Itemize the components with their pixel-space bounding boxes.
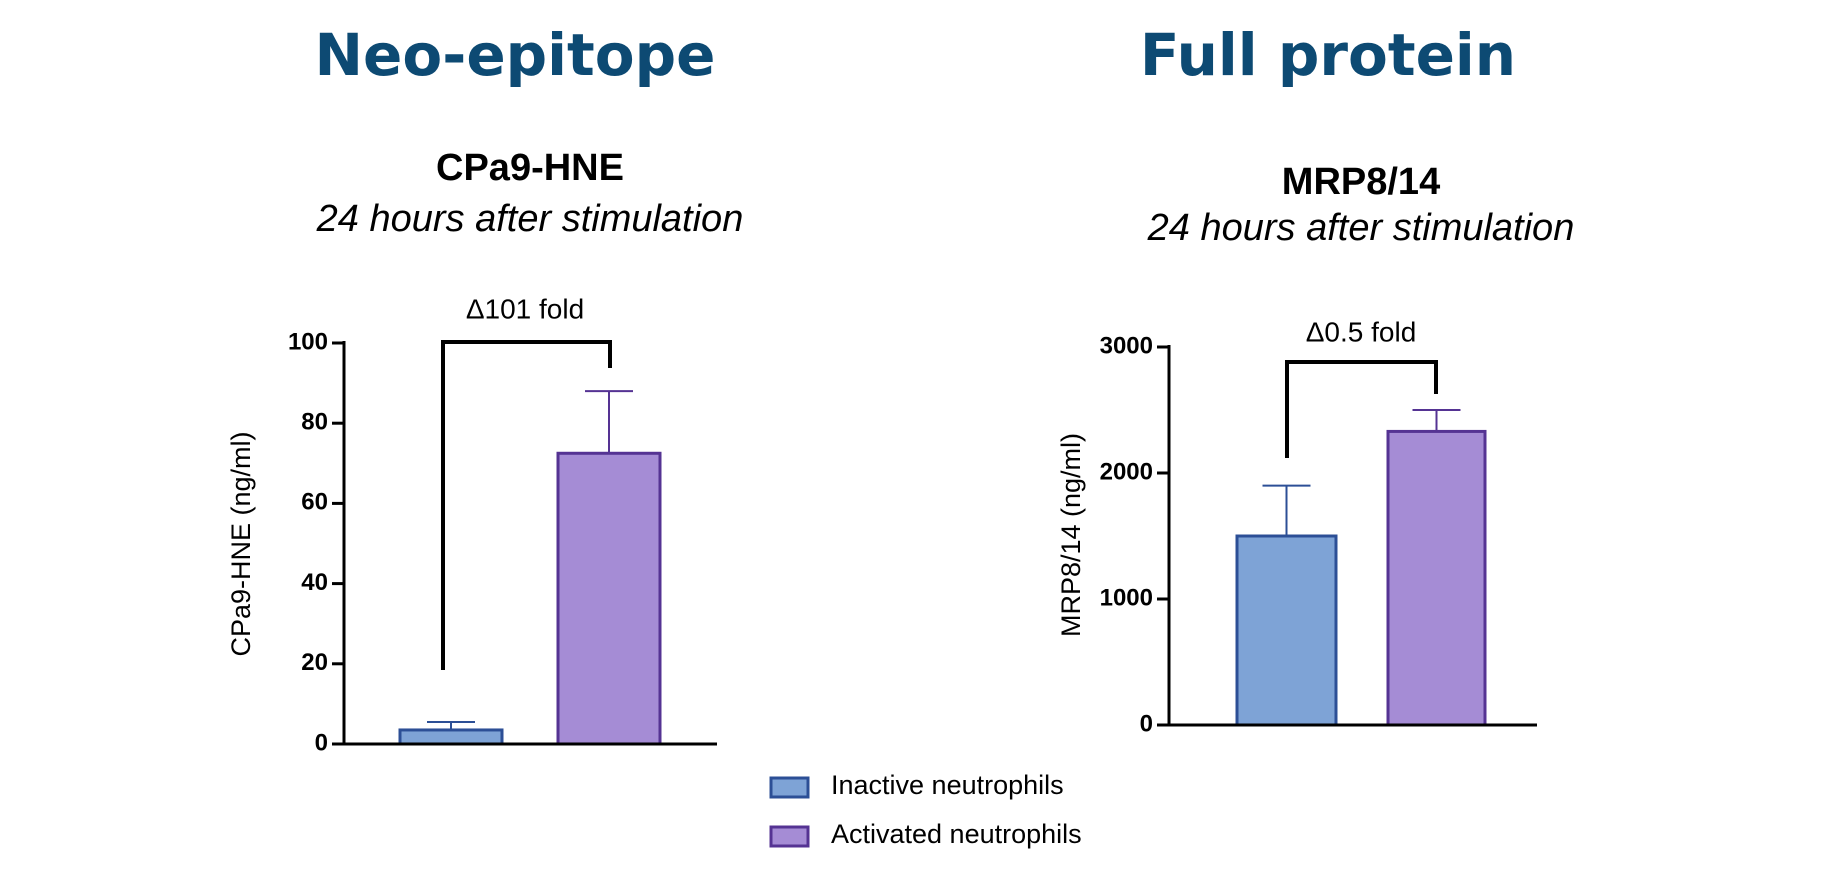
annotation: Δ101 fold bbox=[466, 293, 584, 324]
y-tick-label: 0 bbox=[1140, 710, 1153, 737]
chart-subtitle: 24 hours after stimulation bbox=[1147, 207, 1575, 249]
chart-title: CPa9-HNE bbox=[436, 147, 624, 189]
bar bbox=[556, 451, 662, 746]
bar bbox=[1235, 534, 1338, 727]
bracket bbox=[441, 340, 612, 670]
legend-swatch bbox=[769, 776, 810, 799]
y-tick-label: 100 bbox=[288, 328, 328, 355]
y-axis-label: CPa9-HNE (ng/ml) bbox=[226, 431, 256, 656]
y-tick-label: 40 bbox=[301, 569, 328, 596]
annotation: Δ0.5 fold bbox=[1306, 316, 1417, 347]
y-tick-label: 0 bbox=[315, 729, 328, 756]
y-tick-label: 2000 bbox=[1100, 458, 1153, 485]
heading: Neo-epitope bbox=[315, 21, 716, 89]
chart-subtitle: 24 hours after stimulation bbox=[316, 198, 744, 240]
chart-title: MRP8/14 bbox=[1282, 161, 1440, 203]
y-tick-label: 60 bbox=[301, 489, 328, 516]
bar bbox=[1386, 429, 1487, 727]
bracket bbox=[1285, 360, 1438, 458]
y-tick-label: 80 bbox=[301, 409, 328, 436]
bar bbox=[398, 728, 504, 746]
y-axis-label: MRP8/14 (ng/ml) bbox=[1056, 433, 1086, 637]
legend-label: Activated neutrophils bbox=[831, 819, 1082, 849]
y-tick-label: 3000 bbox=[1100, 332, 1153, 359]
y-tick-label: 20 bbox=[301, 649, 328, 676]
legend-swatch bbox=[769, 825, 810, 848]
legend-label: Inactive neutrophils bbox=[831, 770, 1064, 800]
heading: Full protein bbox=[1140, 21, 1516, 89]
y-tick-label: 1000 bbox=[1100, 584, 1153, 611]
